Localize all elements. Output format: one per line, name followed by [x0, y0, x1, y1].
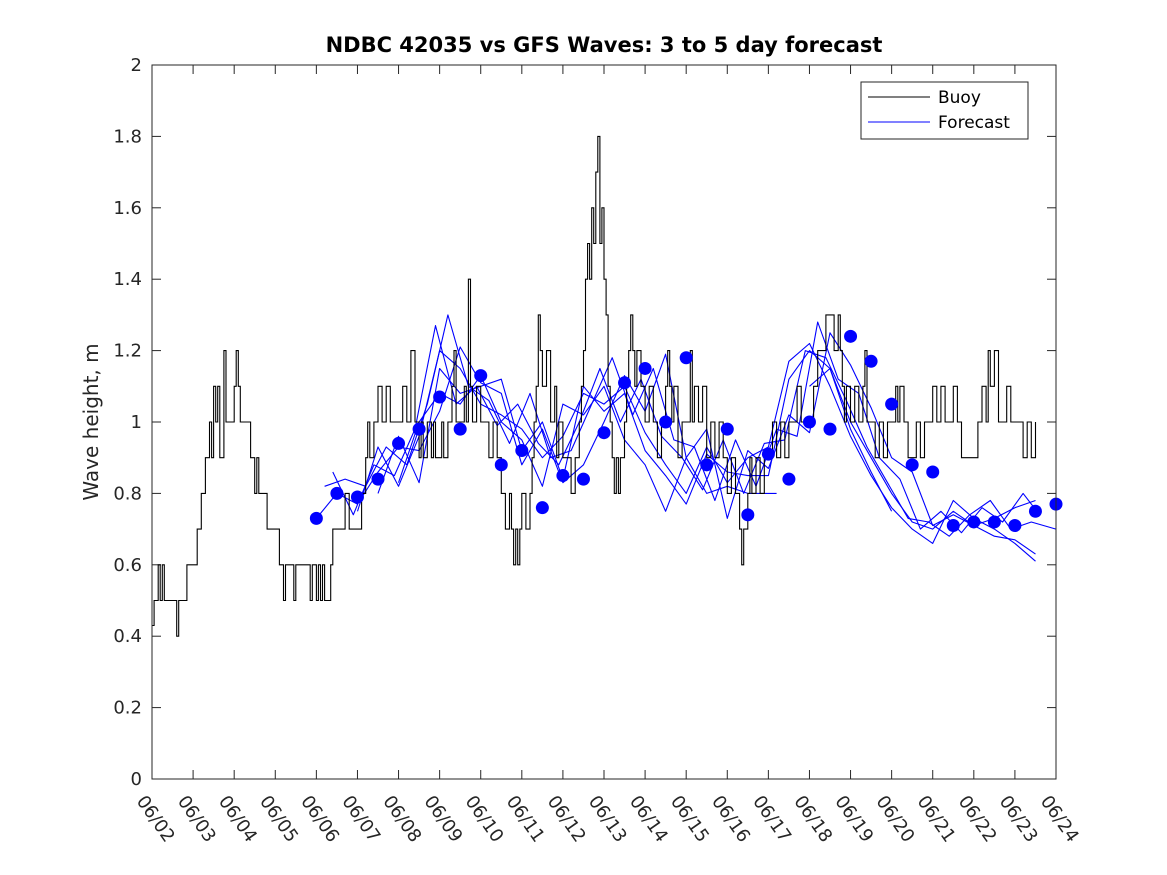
forecast-marker — [1008, 519, 1022, 533]
forecast-marker — [926, 465, 940, 479]
y-tick-label: 0.2 — [113, 698, 142, 719]
plot-frame — [151, 64, 1057, 780]
y-tick-label: 1.8 — [113, 126, 142, 147]
forecast-marker — [987, 515, 1001, 529]
y-tick-label: 0 — [131, 769, 142, 790]
forecast-line-2 — [332, 325, 1057, 537]
forecast-line-6 — [809, 367, 893, 512]
legend-box — [860, 81, 1029, 140]
forecast-marker — [761, 447, 775, 461]
forecast-marker — [350, 490, 364, 504]
legend-label-buoy: Buoy — [938, 88, 981, 108]
y-tick-label: 0.6 — [113, 555, 142, 576]
forecast-marker — [823, 422, 837, 436]
forecast-marker — [392, 436, 406, 450]
forecast-marker — [330, 486, 344, 500]
forecast-marker — [864, 354, 878, 368]
forecast-marker — [556, 469, 570, 483]
forecast-marker — [638, 361, 652, 375]
forecast-marker — [494, 458, 508, 472]
forecast-marker — [782, 472, 796, 486]
y-axis: 0 0.2 0.4 0.6 0.8 1 1.2 1.4 1.6 1.8 2 — [113, 55, 1056, 790]
forecast-marker — [741, 508, 755, 522]
buoy-line — [152, 135, 1037, 637]
forecast-marker — [433, 390, 447, 404]
forecast-marker — [412, 422, 426, 436]
forecast-marker — [802, 415, 816, 429]
y-tick-label: 1 — [131, 412, 142, 433]
y-axis-label: Wave height, m — [79, 343, 103, 500]
forecast-marker — [474, 369, 488, 383]
forecast-marker — [844, 329, 858, 343]
forecast-marker — [905, 458, 919, 472]
forecast-marker — [535, 501, 549, 515]
forecast-marker — [700, 458, 714, 472]
legend-label-forecast: Forecast — [938, 113, 1010, 133]
forecast-marker — [885, 397, 899, 411]
forecast-line-5 — [397, 375, 777, 512]
y-tick-label: 0.4 — [113, 626, 142, 647]
forecast-marker — [679, 351, 693, 365]
forecast-marker — [515, 444, 529, 458]
forecast-marker — [371, 472, 385, 486]
forecast-marker — [946, 519, 960, 533]
y-tick-label: 0.8 — [113, 483, 142, 504]
chart-title: NDBC 42035 vs GFS Waves: 3 to 5 day fore… — [326, 33, 883, 57]
forecast-marker — [576, 472, 590, 486]
forecast-line-0 — [315, 332, 1036, 527]
y-tick-label: 1.6 — [113, 198, 142, 219]
forecast-marker — [967, 515, 981, 529]
forecast-marker — [597, 426, 611, 440]
y-tick-label: 1.2 — [113, 341, 142, 362]
forecast-marker — [659, 415, 673, 429]
forecast-marker — [309, 511, 323, 525]
y-tick-label: 2 — [131, 55, 142, 76]
y-tick-label: 1.4 — [113, 269, 142, 290]
forecast-marker — [1028, 504, 1042, 518]
forecast-marker — [720, 422, 734, 436]
forecast-marker — [453, 422, 467, 436]
forecast-marker — [618, 376, 632, 390]
legend: Buoy Forecast — [860, 81, 1029, 140]
series-layer — [152, 135, 1063, 637]
